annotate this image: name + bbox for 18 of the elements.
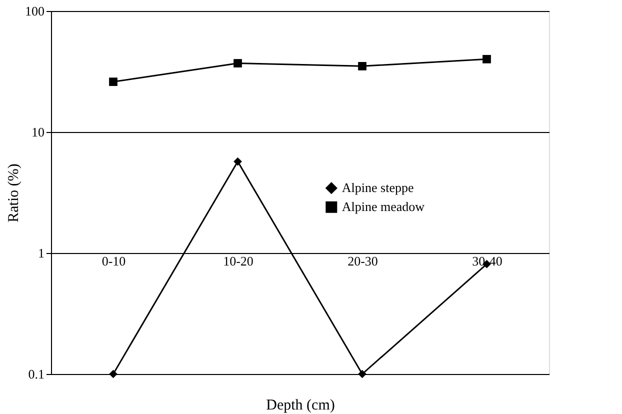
point xyxy=(358,62,366,70)
x-tick-label: 10-20 xyxy=(223,254,254,268)
point xyxy=(358,370,366,378)
y-axis-title: Ratio (%) xyxy=(6,164,22,222)
legend-label: Alpine meadow xyxy=(342,199,426,214)
point xyxy=(234,157,242,166)
point xyxy=(482,54,491,64)
y-tick-label: 10 xyxy=(32,124,44,140)
point xyxy=(109,370,118,378)
x-tick-label: 0-10 xyxy=(102,254,126,268)
legend-label: Alpine steppe xyxy=(342,180,414,196)
y-tick-label: 0.1 xyxy=(28,366,44,382)
point xyxy=(234,59,242,68)
point xyxy=(109,78,118,86)
x-tick-label: 20-30 xyxy=(348,254,378,268)
y-tick-label: 1 xyxy=(38,246,44,260)
x-axis-title: Depth (cm) xyxy=(266,398,335,414)
y-tick-label: 100 xyxy=(25,4,44,18)
